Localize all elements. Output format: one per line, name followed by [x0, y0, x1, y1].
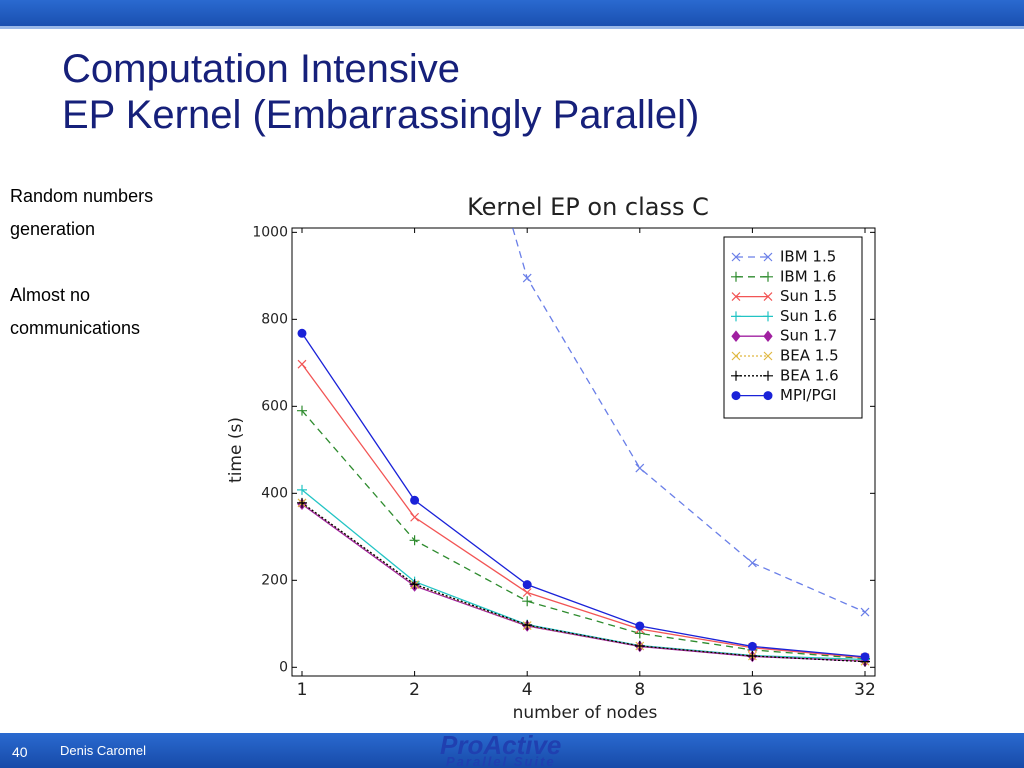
logo: ProActive	[440, 730, 562, 760]
marker	[410, 495, 420, 505]
series-line	[301, 503, 866, 662]
marker	[763, 271, 773, 282]
marker	[297, 328, 307, 338]
marker	[522, 588, 532, 597]
marker	[297, 484, 307, 495]
title-line: EP Kernel (Embarrassingly Parallel)	[62, 93, 700, 137]
series-line	[301, 332, 866, 658]
marker	[297, 359, 307, 369]
marker	[731, 391, 741, 401]
legend-label: MPI/PGI	[780, 386, 837, 404]
y-tick-label: 600	[261, 398, 288, 414]
marker	[731, 370, 741, 381]
marker	[635, 621, 645, 631]
series-line	[301, 410, 866, 660]
marker	[297, 497, 307, 508]
marker	[409, 579, 420, 590]
marker	[747, 650, 758, 661]
title-line: Computation Intensive	[62, 47, 461, 91]
note: Almost no	[10, 285, 91, 305]
legend-label: IBM 1.5	[780, 248, 836, 266]
x-axis-label: number of nodes	[513, 703, 658, 723]
marker	[410, 512, 420, 522]
legend-label: BEA 1.5	[780, 347, 839, 365]
marker	[860, 652, 870, 662]
legend-label: Sun 1.5	[780, 287, 837, 305]
marker	[731, 311, 741, 322]
page-number: 40	[12, 744, 28, 760]
marker	[763, 351, 773, 361]
chart-title: Kernel EP on class C	[467, 193, 709, 221]
marker	[747, 641, 757, 651]
marker	[860, 607, 870, 617]
x-tick-label: 16	[742, 680, 764, 700]
y-tick-label: 1000	[252, 224, 288, 240]
marker	[634, 640, 645, 651]
marker	[763, 370, 773, 381]
legend-label: Sun 1.6	[780, 307, 837, 325]
author: Denis Caromel	[60, 743, 146, 758]
slide-title: Computation Intensive EP Kernel (Embarra…	[62, 46, 699, 138]
legend-label: IBM 1.6	[780, 267, 836, 285]
marker	[731, 271, 741, 282]
legend-label: BEA 1.6	[780, 366, 839, 384]
marker	[522, 620, 533, 631]
notes: Random numbers generation Almost no comm…	[10, 180, 168, 345]
marker	[763, 252, 773, 262]
y-tick-label: 400	[261, 485, 288, 501]
marker	[747, 558, 757, 568]
marker	[731, 330, 741, 343]
marker	[522, 580, 532, 590]
bottom-bar	[0, 733, 1024, 768]
y-tick-label: 0	[279, 659, 288, 675]
series-line	[301, 363, 866, 659]
chart: Kernel EP on class C number of nodes tim…	[226, 193, 876, 723]
marker	[731, 292, 741, 302]
marker	[731, 351, 741, 361]
marker	[763, 330, 773, 343]
marker	[522, 596, 533, 607]
marker	[763, 292, 773, 302]
top-bar	[0, 0, 1024, 29]
plot-area	[297, 228, 870, 668]
y-axis-label: time (s)	[226, 417, 246, 483]
series-line	[301, 502, 866, 663]
x-tick-label: 4	[522, 680, 533, 700]
legend-box	[723, 236, 863, 419]
logo-subtitle: Parallel Suite	[446, 754, 556, 768]
marker	[763, 311, 773, 322]
marker	[409, 535, 420, 546]
x-tick-label: 2	[409, 680, 420, 700]
series-line	[512, 228, 866, 613]
note: Random numbers	[10, 186, 154, 206]
x-tick-label: 8	[634, 680, 645, 700]
y-tick-label: 200	[261, 572, 288, 588]
note: communications	[10, 318, 141, 338]
x-tick-label: 32	[854, 680, 876, 700]
marker	[635, 463, 645, 473]
legend-label: Sun 1.7	[780, 327, 837, 345]
plot-frame	[291, 227, 876, 677]
marker	[731, 252, 741, 262]
y-tick-label: 800	[261, 311, 288, 327]
marker	[763, 391, 773, 401]
marker	[522, 273, 532, 283]
marker	[297, 405, 307, 416]
series-line	[301, 502, 866, 662]
note: generation	[10, 219, 96, 239]
x-tick-label: 1	[297, 680, 308, 700]
